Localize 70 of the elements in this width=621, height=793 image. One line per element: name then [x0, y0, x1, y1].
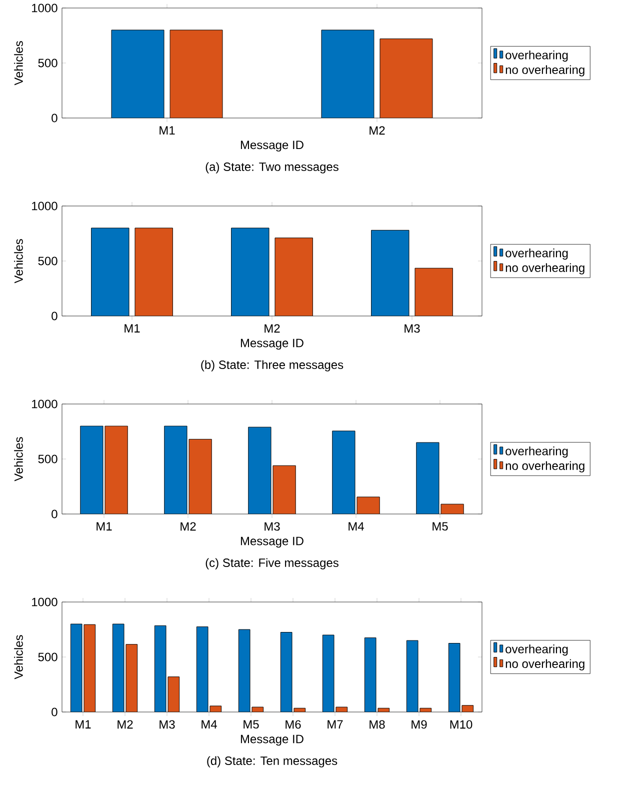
x-tick-label: M1	[124, 324, 140, 332]
y-axis-title: Vehicles	[14, 239, 23, 284]
bar	[104, 426, 128, 514]
x-tick-label: M5	[244, 720, 259, 729]
y-tick-label: 1000	[32, 4, 58, 12]
y-axis-title: Vehicles	[14, 635, 23, 680]
y-tick-label: 1000	[32, 400, 58, 408]
bar	[231, 228, 270, 316]
x-tick-label: M6	[286, 720, 301, 729]
legend-label: overhearing	[506, 248, 568, 260]
bar	[126, 644, 138, 712]
y-tick-label: 0	[52, 708, 58, 716]
y-tick-label: 500	[38, 58, 58, 68]
x-tick-label: M4	[202, 720, 217, 728]
text: (c) State: Five messages	[206, 558, 338, 570]
legend-label: no overhearing	[506, 65, 584, 76]
bar	[371, 230, 410, 316]
x-tick-label: M1	[76, 720, 91, 728]
x-tick-label: M7	[328, 720, 343, 728]
x-tick-label: M2	[264, 324, 280, 333]
bar	[188, 438, 212, 514]
y-axis-title: Vehicles	[14, 437, 23, 482]
x-axis-title: Message ID	[240, 338, 304, 350]
bar	[272, 465, 296, 514]
y-tick-label: 1000	[32, 202, 58, 210]
legend-label: overhearing	[506, 50, 568, 62]
bar	[274, 238, 313, 316]
bar	[134, 228, 173, 316]
legend-label: no overhearing	[506, 263, 584, 274]
y-tick-label: 500	[38, 256, 58, 266]
x-axis-title: Message ID	[240, 140, 304, 152]
x-tick-label: M1	[96, 522, 112, 530]
y-axis-title: Vehicles	[14, 41, 23, 86]
y-tick-label: 500	[38, 652, 58, 662]
x-tick-label: M5	[432, 522, 448, 531]
bar	[414, 268, 453, 316]
x-axis-title: Message ID	[240, 536, 304, 548]
bar	[248, 426, 272, 514]
legend-label: no overhearing	[506, 659, 584, 670]
x-tick-label: M2	[118, 720, 133, 729]
y-tick-label: 1000	[32, 598, 58, 606]
bar	[84, 624, 96, 712]
text: (d) State: Ten messages	[207, 756, 338, 768]
y-tick-label: 0	[52, 510, 58, 518]
x-tick-label: M1	[160, 126, 175, 134]
text: (a) State: Two messages	[206, 162, 338, 174]
legend-label: overhearing	[506, 644, 568, 656]
legend-label: no overhearing	[506, 461, 584, 472]
x-tick-label: M9	[412, 720, 427, 729]
bar	[168, 676, 180, 712]
text: (b) State: Three messages	[201, 360, 344, 372]
x-axis-title: Message ID	[240, 734, 304, 746]
bar	[332, 430, 356, 514]
y-tick-label: 500	[38, 454, 58, 464]
y-tick-label: 0	[52, 312, 58, 320]
legend-label: overhearing	[506, 446, 568, 458]
x-tick-label: M3	[264, 522, 280, 531]
y-tick-label: 0	[52, 114, 58, 122]
x-tick-label: M4	[348, 522, 364, 530]
bar	[416, 442, 440, 514]
x-tick-label: M2	[180, 522, 196, 531]
x-tick-label: M3	[160, 720, 175, 729]
bar	[356, 496, 380, 514]
bar	[80, 426, 104, 514]
x-tick-label: M10	[450, 720, 472, 729]
bar	[164, 426, 188, 514]
x-tick-label: M3	[404, 324, 420, 333]
bar	[91, 228, 130, 316]
x-tick-label: M2	[370, 126, 385, 135]
x-tick-label: M8	[370, 720, 385, 729]
